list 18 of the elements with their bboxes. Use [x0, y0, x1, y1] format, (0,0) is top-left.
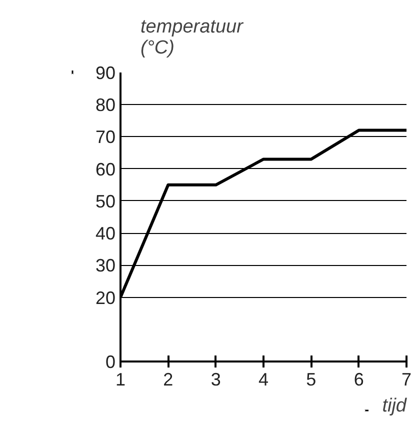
- x-axis-title: tijd: [382, 396, 408, 416]
- x-tick-label: 4: [258, 370, 269, 390]
- y-tick-label: 70: [95, 127, 116, 148]
- y-tick-label: 60: [95, 159, 116, 180]
- y-tick-label: 90: [95, 63, 116, 83]
- x-tick-label: 1: [115, 370, 126, 390]
- y-axis-title: temperatuur (°C): [140, 16, 244, 58]
- y-tick-label: 0: [105, 352, 116, 372]
- y-tick-label: 30: [95, 256, 116, 276]
- y-tick-label: 80: [95, 95, 116, 116]
- y-tick-label: 20: [95, 288, 116, 308]
- y-tick-label: 50: [95, 191, 116, 212]
- y-tick-label: 40: [95, 224, 116, 244]
- x-tick-label: 6: [354, 370, 364, 390]
- x-tick-label: 7: [401, 370, 412, 390]
- x-tick-label: 2: [163, 370, 174, 390]
- x-tick-label: 5: [306, 370, 316, 390]
- x-tick-label: 3: [210, 370, 221, 390]
